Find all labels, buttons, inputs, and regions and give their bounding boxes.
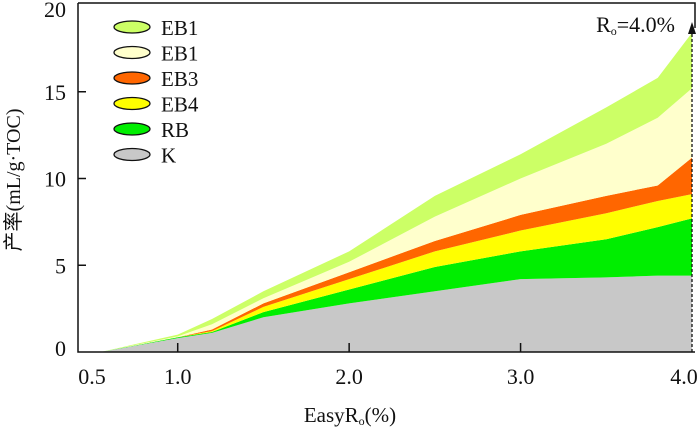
legend-label: EB4 xyxy=(161,93,199,117)
legend-label: EB3 xyxy=(161,67,198,91)
legend-label: RB xyxy=(161,118,189,142)
annotation: Ro=4.0% xyxy=(596,12,696,352)
x-tick-label: 1.0 xyxy=(164,364,192,389)
legend-swatch-eb1 xyxy=(113,45,151,60)
y-axis-label: 产率(mL/g·TOC) xyxy=(2,109,25,252)
y-tick-label: 10 xyxy=(44,167,66,192)
legend-swatch-eb4 xyxy=(113,96,151,111)
legend-label: EB1 xyxy=(161,42,198,66)
legend-label: EB1 xyxy=(161,16,198,40)
x-tick-label: 2.0 xyxy=(335,364,363,389)
legend-swatch-rb xyxy=(113,122,151,136)
ro-annotation-label: Ro=4.0% xyxy=(596,12,675,38)
y-tick-label: 15 xyxy=(44,80,66,105)
x-axis-label: EasyRo(%) xyxy=(304,403,396,428)
y-tick-label: 0 xyxy=(55,336,66,361)
axes-lines xyxy=(77,2,696,353)
axis-ticks: 0 5 10 15 20 0.5 1.0 2.0 3.0 4.0 xyxy=(44,0,698,389)
area-layers xyxy=(100,32,693,352)
legend-swatch-k xyxy=(113,147,151,162)
y-tick-label: 5 xyxy=(55,253,66,278)
x-tick-label: 4.0 xyxy=(670,364,698,389)
legend-swatch-eb3 xyxy=(113,71,151,85)
legend-label: K xyxy=(161,144,176,168)
area-eb4-2 xyxy=(100,194,693,352)
area-k-0 xyxy=(100,275,693,352)
x-tick-label: 3.0 xyxy=(507,364,535,389)
plot-frame xyxy=(77,2,696,353)
y-tick-label: 20 xyxy=(44,0,66,22)
legend-swatch-eb1 xyxy=(113,20,151,34)
arrow-up-icon xyxy=(688,22,696,34)
x-tick-label: 0.5 xyxy=(78,364,106,389)
area-rb-1 xyxy=(100,218,693,352)
